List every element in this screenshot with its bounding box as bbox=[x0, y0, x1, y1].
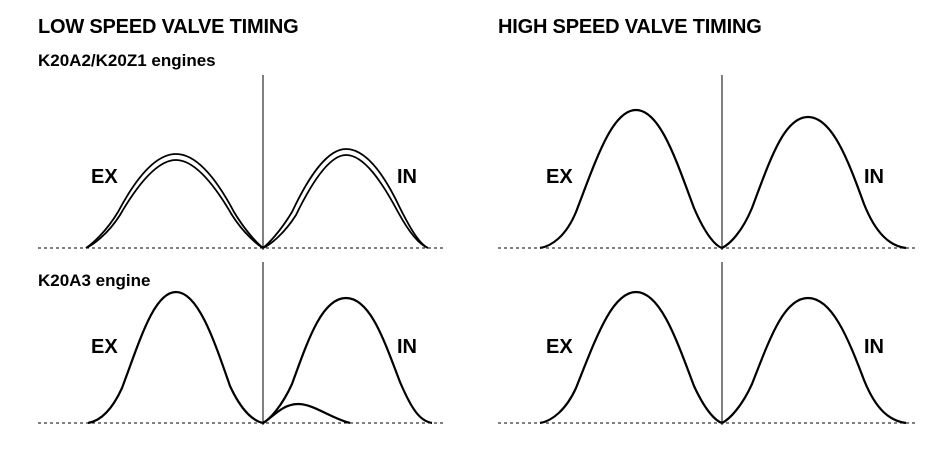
ex-label: EX bbox=[546, 336, 573, 358]
panel-low-speed-k20a3: EX IN bbox=[38, 262, 445, 425]
panel-high-speed-lower: EX IN bbox=[498, 262, 918, 425]
low-speed-heading: LOW SPEED VALVE TIMING bbox=[38, 16, 299, 38]
k20a2-k20z1-subheading: K20A2/K20Z1 engines bbox=[38, 51, 216, 70]
intake-lift-curve bbox=[721, 115, 907, 250]
in-label: IN bbox=[864, 166, 884, 188]
ex-label: EX bbox=[546, 166, 573, 188]
exhaust-lift-curve-inner bbox=[85, 159, 264, 249]
panel-low-speed-k20a2: EX IN bbox=[38, 75, 445, 250]
exhaust-lift-curve bbox=[87, 290, 264, 425]
panel-high-speed-upper: EX IN bbox=[498, 75, 918, 250]
k20a3-subheading: K20A3 engine bbox=[38, 271, 151, 290]
intake-lift-curve bbox=[721, 296, 907, 425]
ex-label: EX bbox=[91, 166, 118, 188]
secondary-intake-lift-curve bbox=[262, 402, 351, 425]
in-label: IN bbox=[397, 166, 417, 188]
intake-lift-curve-outer bbox=[262, 148, 429, 249]
exhaust-lift-curve bbox=[539, 108, 723, 250]
ex-label: EX bbox=[91, 336, 118, 358]
high-speed-heading: HIGH SPEED VALVE TIMING bbox=[498, 16, 762, 38]
exhaust-lift-curve bbox=[539, 290, 723, 425]
intake-lift-curve bbox=[262, 296, 433, 425]
exhaust-lift-curve-outer bbox=[85, 153, 264, 249]
intake-lift-curve-inner bbox=[262, 154, 429, 249]
in-label: IN bbox=[397, 336, 417, 358]
in-label: IN bbox=[864, 336, 884, 358]
